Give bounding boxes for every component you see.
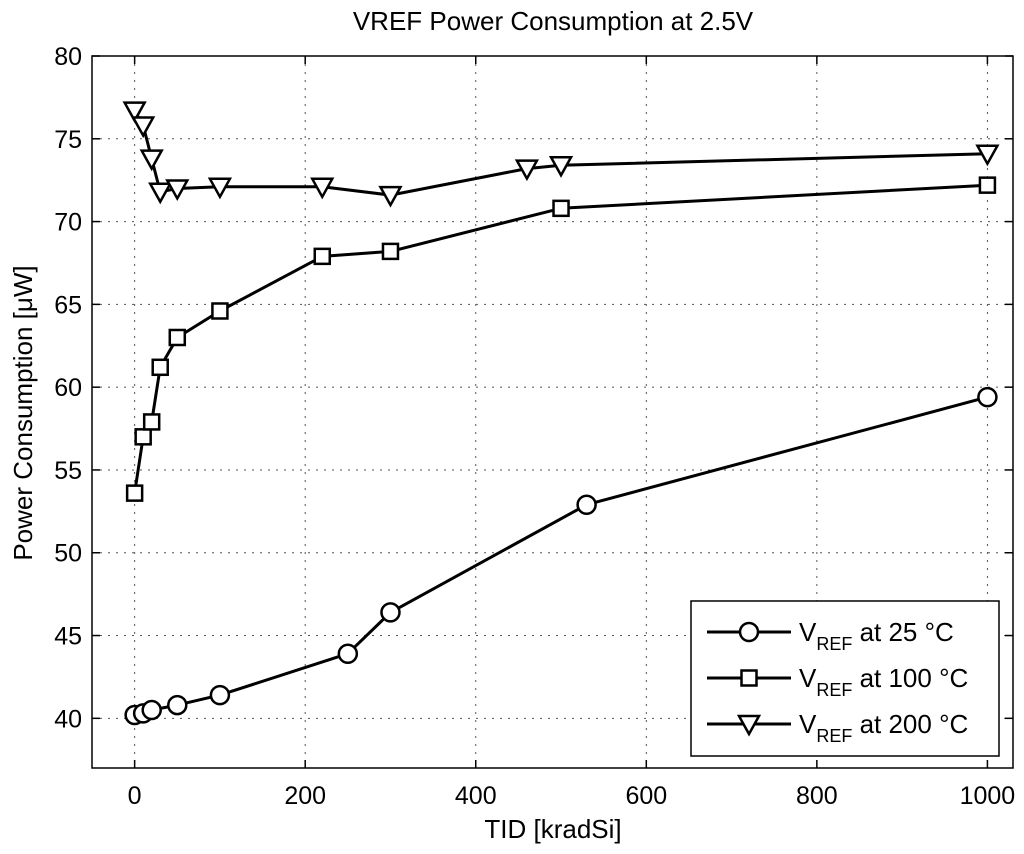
series-line xyxy=(133,183,988,494)
series-2 xyxy=(125,176,997,502)
legend-label-rest: at 100 °C xyxy=(852,663,968,693)
plot-frame xyxy=(91,55,1014,769)
legend-label-rest: at 25 °C xyxy=(852,617,953,647)
data-point xyxy=(977,386,998,408)
data-point xyxy=(134,428,152,446)
x-tick-label: 0 xyxy=(128,782,142,810)
legend-label-sub: REF xyxy=(816,726,852,746)
y-tick-label: 65 xyxy=(54,291,82,319)
data-point xyxy=(165,179,190,202)
data-point xyxy=(514,159,540,182)
series-line xyxy=(133,109,988,197)
data-point xyxy=(131,116,156,139)
y-tick-label: 75 xyxy=(54,126,82,154)
legend-label: VREF at 100 °C xyxy=(799,663,968,700)
y-axis-label: Power Consumption [μW] xyxy=(8,265,38,560)
legend-label-main: V xyxy=(799,617,817,647)
y-tick-label: 60 xyxy=(54,374,82,402)
x-tick-label: 400 xyxy=(455,782,497,810)
legend-label-sub: REF xyxy=(816,634,852,654)
legend-label-rest: at 200 °C xyxy=(852,709,968,739)
y-tick-label: 50 xyxy=(54,540,82,568)
data-point xyxy=(978,176,997,194)
y-tick-label: 55 xyxy=(54,457,82,485)
legend-label-main: V xyxy=(799,663,817,693)
data-point xyxy=(151,358,169,377)
axis-ticks xyxy=(92,55,1013,768)
data-point xyxy=(139,149,164,172)
data-point xyxy=(381,242,400,261)
x-tick-label: 800 xyxy=(796,782,838,810)
legend-marker xyxy=(738,621,760,643)
series-layer xyxy=(122,101,1000,726)
data-point xyxy=(337,643,359,664)
tick-labels: 0 200 400 600 800 1000 40 45 50 55 60 65 70 75 80 xyxy=(54,43,1015,810)
data-point xyxy=(141,699,162,721)
data-point xyxy=(168,328,187,347)
data-point xyxy=(576,494,597,515)
data-point xyxy=(380,602,401,623)
data-point xyxy=(122,101,147,124)
chart-title: VREF Power Consumption at 2.5V xyxy=(353,6,754,36)
data-point xyxy=(142,413,161,431)
data-point xyxy=(310,177,335,200)
legend-marker xyxy=(740,669,758,687)
data-point xyxy=(207,177,233,200)
legend-label-main: V xyxy=(799,709,817,739)
data-point xyxy=(148,182,173,205)
legend-marker xyxy=(736,714,762,737)
x-tick-label: 600 xyxy=(625,782,667,810)
data-point xyxy=(313,247,331,266)
data-point xyxy=(209,684,231,706)
y-tick-label: 40 xyxy=(54,705,82,733)
series-1 xyxy=(124,386,998,726)
x-tick-label: 1000 xyxy=(960,782,1016,810)
x-axis-label: TID [kradSi] xyxy=(484,814,621,844)
legend-label: VREF at 25 °C xyxy=(799,617,954,654)
legend-label-sub: REF xyxy=(816,680,852,700)
data-point xyxy=(378,185,403,208)
data-point xyxy=(552,199,570,218)
y-tick-label: 70 xyxy=(54,209,82,237)
data-point xyxy=(548,156,574,178)
legend-item: VREF at 200 °C xyxy=(707,709,968,746)
legend-label: VREF at 200 °C xyxy=(799,709,968,746)
legend-item: VREF at 25 °C xyxy=(707,617,954,654)
y-tick-label: 45 xyxy=(54,623,82,651)
x-tick-label: 200 xyxy=(284,782,326,810)
data-point xyxy=(167,694,188,716)
y-tick-label: 80 xyxy=(54,43,82,71)
data-point xyxy=(975,144,1000,167)
data-point xyxy=(211,302,229,320)
series-3 xyxy=(122,101,1000,208)
data-point xyxy=(125,484,144,502)
legend-item: VREF at 100 °C xyxy=(707,663,968,700)
